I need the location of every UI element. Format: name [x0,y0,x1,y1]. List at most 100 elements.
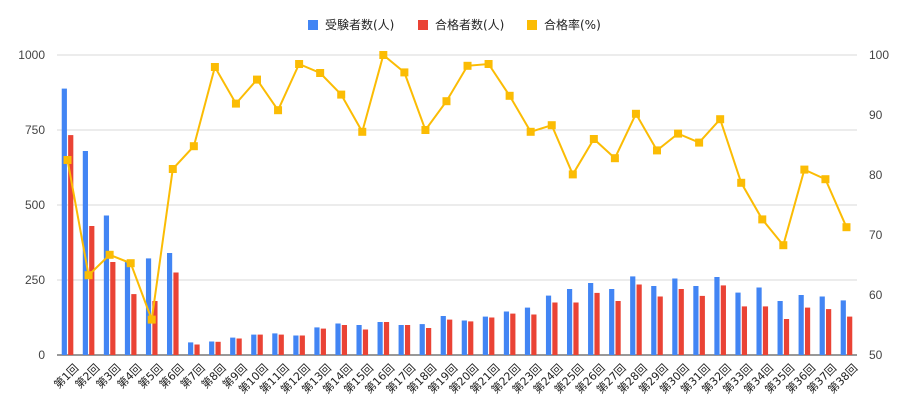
line-point [547,121,556,130]
line-point [442,97,451,106]
bar [489,317,495,355]
bar [783,319,790,355]
line-point [653,146,661,155]
bar [531,314,537,355]
bar [272,333,278,355]
bar [566,289,573,355]
line-point [147,315,156,324]
line-point [337,90,346,99]
bar [503,311,510,355]
bar [804,307,811,355]
bar [840,300,846,355]
bar [447,319,453,355]
line-point [274,106,283,115]
bar [440,316,446,355]
bar [714,277,720,355]
line-point [800,165,809,174]
bar [426,328,432,355]
bar [68,135,74,355]
line-point [463,61,472,70]
bar [461,320,467,355]
right-tick-label: 80 [869,168,883,182]
right-tick-label: 90 [869,108,883,122]
bar [188,342,194,355]
line-point [316,69,325,77]
line-point [568,170,577,179]
bar [145,258,152,355]
line-point [505,91,514,100]
left-tick-label: 1000 [18,48,45,62]
line-point [210,63,219,71]
legend-label: 合格率(%) [544,17,601,32]
bar [215,341,221,355]
bar [356,325,362,355]
bar [762,306,769,355]
bar [756,287,762,355]
bar [777,301,783,355]
bar [615,301,621,355]
line-point [631,109,640,118]
bar [826,309,832,355]
line-point [737,178,746,187]
bar [798,295,804,355]
bar [103,215,110,355]
bar [131,294,137,355]
right-tick-label: 50 [869,348,883,362]
bar [693,286,699,355]
line-point [484,60,493,68]
bar [672,278,678,355]
left-tick-label: 0 [38,348,45,362]
bar [341,325,348,355]
bar [110,262,116,355]
bar [552,302,558,355]
line-point [168,165,177,173]
right-tick-label: 60 [869,288,883,302]
bar [720,285,726,355]
bar [230,337,236,355]
line-point [842,223,851,232]
line-point [526,127,535,136]
bar [377,322,383,355]
bar [362,329,369,355]
right-tick-label: 100 [869,48,889,62]
line-point [231,99,240,108]
line-point [695,138,704,147]
bar [482,316,488,355]
line-point [421,126,430,134]
bar [404,325,411,355]
bar [251,334,257,355]
left-axis: 0 250 500 750 1000 [18,48,45,362]
line-point [295,60,304,68]
bar [609,289,615,355]
bar [278,334,284,355]
legend-label: 合格者数(人) [435,17,504,32]
line-point [589,135,598,143]
line-point [84,271,93,280]
line-point [126,259,135,268]
right-axis: 50 60 70 80 90 100 [869,48,889,362]
bar [651,286,657,355]
bar [152,301,158,355]
bar [335,323,341,355]
line-point [189,142,198,151]
line-point [253,75,261,84]
left-tick-label: 250 [25,273,45,287]
left-tick-label: 750 [25,123,45,137]
bar [468,321,474,355]
bar [124,260,131,355]
bar [89,226,95,355]
bar [320,328,326,355]
bar [173,272,179,355]
line-point [358,127,367,136]
bar [61,88,67,355]
bar [419,324,425,355]
bar [657,296,663,355]
bar [636,284,642,355]
line-point [63,156,72,164]
bar [257,334,263,355]
bar [194,344,200,355]
bar [299,335,305,355]
line-point [716,115,725,124]
bar [819,296,825,355]
